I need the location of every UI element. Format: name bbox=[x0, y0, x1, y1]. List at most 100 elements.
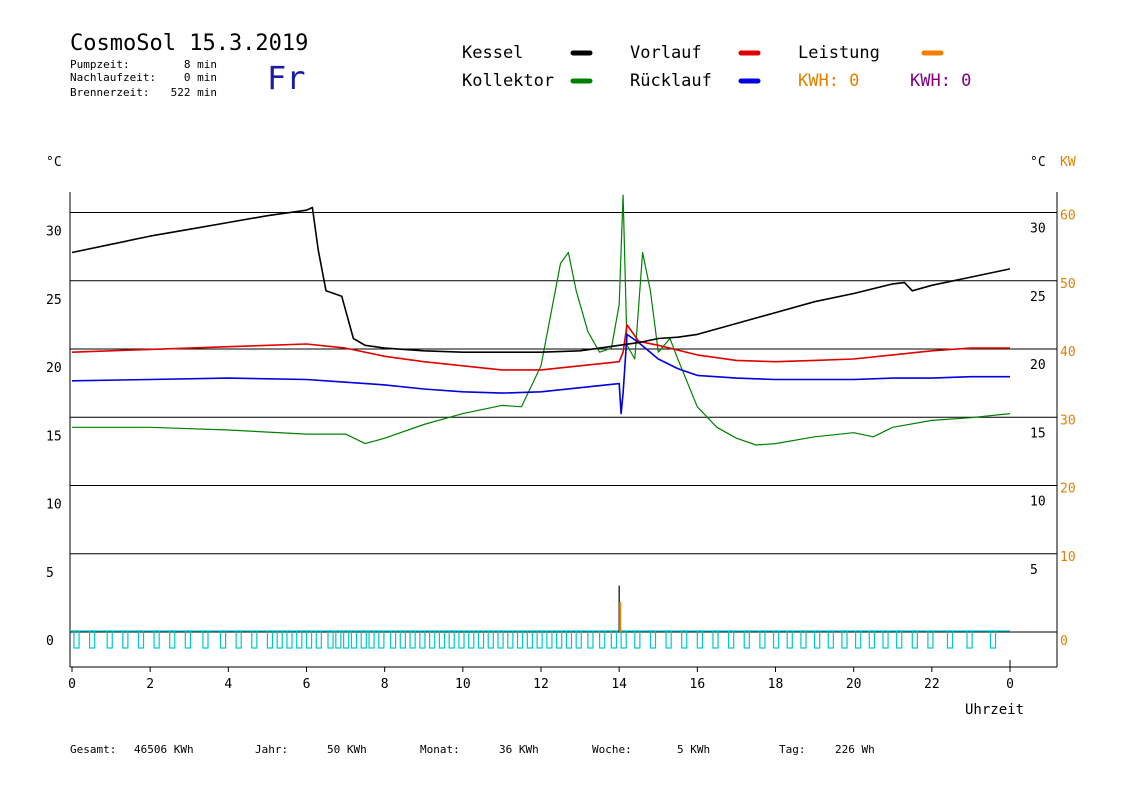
pump-pulse bbox=[827, 630, 834, 649]
pump-pulse bbox=[946, 630, 954, 649]
pump-pulse bbox=[868, 630, 875, 649]
pump-pulse bbox=[712, 630, 719, 649]
legend-label-kessel: Kessel bbox=[462, 43, 523, 63]
pump-pulse bbox=[335, 630, 342, 649]
pump-pulse bbox=[989, 630, 997, 649]
stat-label-brennerzeit: Brennerzeit: bbox=[70, 86, 149, 99]
pump-pulse bbox=[634, 630, 641, 649]
pump-pulse bbox=[727, 630, 735, 649]
pump-pulse bbox=[88, 630, 96, 649]
pump-pulse bbox=[368, 630, 375, 649]
footer-value-jahr: 50 KWh bbox=[327, 743, 367, 756]
pump-pulse bbox=[266, 630, 274, 649]
pump-pulse bbox=[681, 630, 688, 649]
footer-label-gesamt: Gesamt: bbox=[70, 743, 116, 756]
y-tick-power-60: 60 bbox=[1060, 209, 1076, 224]
pump-pulse bbox=[575, 630, 582, 649]
pump-pulse bbox=[841, 630, 848, 649]
legend-label-kollektor: Kollektor bbox=[462, 71, 554, 91]
legend-label-leistung: Leistung bbox=[798, 43, 880, 63]
footer-value-gesamt: 46506 KWh bbox=[134, 743, 194, 756]
pump-pulse bbox=[507, 630, 514, 649]
pump-pulse bbox=[786, 630, 793, 649]
x-axis-label: Uhrzeit bbox=[965, 702, 1024, 718]
pump-pulse bbox=[409, 630, 416, 649]
x-tick-0: 0 bbox=[68, 677, 76, 692]
x-tick-8: 16 bbox=[690, 677, 706, 692]
pump-pulse bbox=[315, 630, 322, 649]
pump-pulse bbox=[153, 630, 160, 649]
y-axis-unit-right: °C bbox=[1030, 155, 1046, 170]
pump-pulse bbox=[184, 630, 192, 649]
y-tick-left-25: 25 bbox=[46, 293, 62, 308]
pump-pulse bbox=[649, 630, 657, 649]
weekday-label: Fr bbox=[267, 59, 306, 97]
pump-pulse bbox=[882, 630, 889, 649]
y-tick-right-25: 25 bbox=[1030, 290, 1046, 305]
pump-pulse bbox=[343, 630, 350, 649]
pump-pulse bbox=[360, 630, 367, 649]
pump-pulse bbox=[526, 630, 534, 649]
footer-label-monat: Monat: bbox=[420, 743, 460, 756]
legend-label-vorlauf: Vorlauf bbox=[630, 43, 702, 63]
pump-pulse bbox=[696, 630, 704, 649]
pump-pulse bbox=[536, 630, 543, 649]
pump-pulse bbox=[399, 630, 406, 649]
pump-pulse bbox=[327, 630, 334, 649]
pump-pulse bbox=[599, 630, 606, 649]
pump-pulse bbox=[429, 630, 436, 649]
pump-pulse bbox=[813, 630, 821, 649]
footer-value-woche: 5 KWh bbox=[677, 743, 710, 756]
pump-pulse bbox=[106, 630, 113, 649]
x-tick-10: 20 bbox=[846, 677, 862, 692]
x-tick-11: 22 bbox=[924, 677, 940, 692]
pump-pulse bbox=[665, 630, 672, 649]
chart-title: CosmoSol 15.3.2019 bbox=[70, 31, 308, 56]
footer-label-tag: Tag: bbox=[779, 743, 806, 756]
pump-pulse bbox=[497, 630, 504, 649]
pump-pulse bbox=[556, 630, 563, 649]
x-tick-9: 18 bbox=[768, 677, 784, 692]
x-tick-12: 0 bbox=[1006, 677, 1014, 692]
legend-label-ruecklauf: Rücklauf bbox=[630, 71, 712, 91]
pump-pulse bbox=[251, 630, 258, 649]
pump-pulse bbox=[305, 630, 313, 649]
y-tick-left-30: 30 bbox=[46, 225, 62, 240]
stat-label-nachlaufzeit: Nachlaufzeit: bbox=[70, 71, 156, 84]
pump-pulse bbox=[966, 630, 973, 649]
pump-pulse bbox=[487, 630, 494, 649]
x-tick-5: 10 bbox=[455, 677, 471, 692]
y-tick-left-10: 10 bbox=[46, 498, 62, 513]
pump-pulse bbox=[759, 630, 766, 649]
pump-pulse bbox=[286, 630, 293, 649]
pump-pulse bbox=[800, 630, 807, 649]
pump-pulse bbox=[610, 630, 618, 649]
pump-pulse bbox=[235, 630, 242, 649]
y-axis-unit-left: °C bbox=[46, 155, 62, 170]
pump-pulse bbox=[219, 630, 227, 649]
y-tick-right-15: 15 bbox=[1030, 426, 1046, 441]
pump-pulse bbox=[448, 630, 455, 649]
y-tick-right-5: 5 bbox=[1030, 563, 1038, 578]
pump-pulse bbox=[276, 630, 283, 649]
pump-pulse bbox=[458, 630, 465, 649]
x-tick-4: 8 bbox=[381, 677, 389, 692]
series-line-vorlauf bbox=[71, 324, 1010, 371]
y-tick-power-20: 20 bbox=[1060, 482, 1076, 497]
y-tick-left-0: 0 bbox=[46, 634, 54, 649]
series-line-kollektor bbox=[72, 194, 1011, 446]
pump-pulse bbox=[546, 630, 553, 649]
pump-pulse bbox=[438, 630, 446, 649]
pump-pulse bbox=[419, 630, 426, 649]
pump-pulse bbox=[389, 630, 397, 649]
pump-pulse bbox=[516, 630, 524, 649]
footer-label-woche: Woche: bbox=[592, 743, 632, 756]
y-tick-right-10: 10 bbox=[1030, 495, 1046, 510]
pump-pulse bbox=[137, 630, 145, 649]
pump-pulse bbox=[477, 630, 485, 649]
pump-pulse bbox=[620, 630, 627, 649]
legend-kwh-orange: KWH: 0 bbox=[798, 71, 859, 91]
stat-label-pumpzeit: Pumpzeit: bbox=[70, 58, 130, 71]
pump-pulse bbox=[565, 630, 573, 649]
y-tick-right-30: 30 bbox=[1030, 222, 1046, 237]
